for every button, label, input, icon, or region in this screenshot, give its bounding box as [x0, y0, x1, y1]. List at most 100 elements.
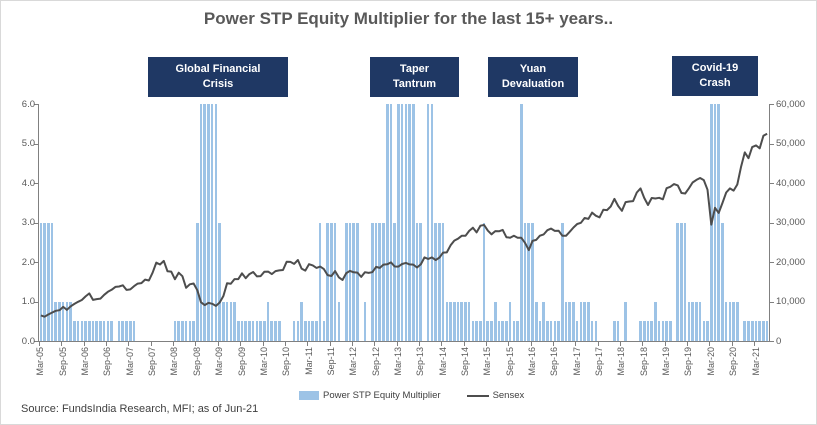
multiplier-bar	[225, 301, 229, 341]
multiplier-bar	[248, 321, 251, 341]
x-axis-label: Mar-05	[35, 347, 46, 376]
multiplier-bar	[587, 301, 590, 341]
multiplier-bar	[415, 222, 419, 341]
multiplier-bar	[236, 321, 240, 341]
x-axis-tick	[240, 341, 242, 346]
multiplier-bar	[408, 104, 411, 341]
sensex-line	[40, 132, 768, 318]
multiplier-bar	[594, 321, 598, 341]
x-axis-label: Sep-11	[325, 347, 336, 376]
multiplier-bar	[616, 321, 620, 341]
x-axis-label: Sep-06	[102, 347, 113, 377]
chart-title: Power STP Equity Multiplier for the last…	[203, 9, 614, 28]
multiplier-bar	[199, 104, 203, 341]
multiplier-bar	[397, 104, 400, 341]
multiplier-bar	[311, 321, 315, 341]
multiplier-bar	[76, 321, 80, 341]
x-axis-tick	[441, 341, 443, 346]
x-axis-label: Sep-18	[638, 347, 649, 377]
x-axis-label: Mar-13	[392, 347, 403, 376]
x-axis-label: Sep-09	[236, 347, 247, 377]
x-axis-label: Mar-06	[80, 347, 91, 376]
multiplier-bar	[654, 301, 657, 341]
legend-bar-swatch	[299, 391, 319, 400]
multiplier-bar	[404, 104, 408, 341]
multiplier-bar	[326, 222, 329, 341]
multiplier-bar	[657, 321, 661, 341]
multiplier-bar	[717, 104, 720, 341]
multiplier-bar	[750, 321, 754, 341]
annotation-line: Taper	[399, 62, 430, 75]
annotation-line: Crash	[699, 77, 731, 89]
multiplier-bar	[624, 301, 627, 341]
x-axis-label: Mar-08	[169, 347, 180, 376]
multiplier-bar	[650, 321, 653, 341]
x-axis-tick	[709, 341, 711, 346]
multiplier-bar	[482, 222, 486, 341]
multiplier-bar	[43, 222, 46, 341]
left-axis-line	[38, 104, 39, 342]
multiplier-bar	[292, 321, 296, 341]
multiplier-bar	[452, 301, 456, 341]
x-axis-tick	[106, 341, 107, 346]
x-axis-tick	[150, 341, 152, 346]
annotation-yuan-devaluation: Yuan Devaluation	[488, 57, 578, 97]
multiplier-bar	[400, 104, 404, 341]
multiplier-bar	[307, 321, 311, 341]
multiplier-bar	[233, 301, 236, 341]
multiplier-bar	[736, 301, 739, 341]
multiplier-bar	[229, 301, 233, 341]
multiplier-bar	[590, 321, 594, 341]
x-axis-label: Mar-15	[482, 347, 493, 376]
x-axis-label: Mar-20	[705, 347, 716, 376]
multiplier-bar	[505, 321, 508, 341]
multiplier-bar	[61, 301, 65, 341]
x-axis-tick	[642, 341, 644, 346]
multiplier-bar	[99, 321, 102, 341]
bottom-axis-line	[38, 341, 770, 342]
x-axis-label: Sep-14	[460, 347, 470, 377]
x-axis-label: Sep-16	[549, 347, 560, 377]
multiplier-bar	[490, 321, 493, 341]
multiplier-bar	[523, 222, 527, 341]
multiplier-bar	[467, 301, 471, 341]
multiplier-bar	[348, 222, 352, 341]
multiplier-bar	[534, 301, 538, 341]
multiplier-bar	[110, 321, 113, 341]
left-axis-label: 4.0	[21, 177, 35, 189]
left-axis-label: 1.0	[21, 296, 35, 307]
multiplier-bar	[728, 301, 732, 341]
x-axis-tick	[664, 341, 666, 346]
multiplier-bar	[330, 222, 333, 341]
multiplier-bar	[259, 321, 262, 341]
right-axis-label: 50,000	[776, 138, 806, 149]
x-axis-tick	[329, 341, 331, 346]
multiplier-bar	[449, 301, 452, 341]
multiplier-bar	[356, 222, 359, 341]
x-axis-tick	[508, 341, 510, 346]
x-axis-tick	[530, 341, 532, 346]
multiplier-bar	[91, 321, 95, 341]
legend-line-swatch	[466, 394, 489, 397]
x-axis-tick	[83, 341, 85, 346]
x-axis-label: Mar-19	[661, 347, 672, 376]
multiplier-bar	[665, 321, 668, 341]
multiplier-bar	[184, 321, 188, 341]
multiplier-bar	[758, 321, 761, 341]
left-axis-label: 6.0	[21, 98, 35, 110]
multiplier-bar	[743, 321, 747, 341]
multiplier-bar	[460, 301, 463, 341]
multiplier-bar	[73, 321, 76, 341]
multiplier-bar	[128, 321, 132, 341]
multiplier-bar	[747, 321, 750, 341]
multiplier-bar	[732, 301, 735, 341]
multiplier-bar	[244, 321, 247, 341]
multiplier-bar	[315, 321, 318, 341]
multiplier-bar	[54, 301, 58, 341]
right-axis-tick	[770, 104, 774, 105]
right-axis-tick	[770, 222, 774, 224]
x-axis-label: Mar-16	[527, 347, 537, 376]
x-axis-tick	[195, 341, 197, 346]
multiplier-bar	[661, 321, 665, 341]
annotation-line: Crisis	[202, 78, 234, 90]
